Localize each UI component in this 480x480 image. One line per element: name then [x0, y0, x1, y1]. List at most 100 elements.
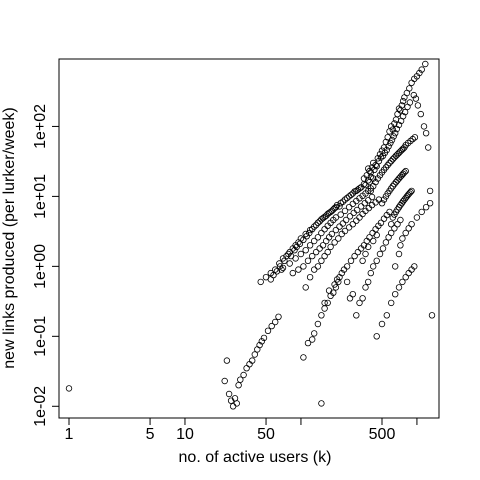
data-point [379, 245, 387, 252]
data-point [338, 269, 345, 277]
data-point [397, 216, 404, 224]
y-tick-label: 1e+00 [32, 244, 49, 289]
data-point [422, 60, 429, 68]
data-point [383, 146, 390, 154]
data-point [256, 341, 263, 349]
x-tick-label: 1 [65, 426, 74, 443]
data-point [295, 266, 302, 273]
data-point [386, 208, 393, 216]
data-point [365, 278, 372, 286]
data-point [406, 85, 413, 92]
data-point [339, 220, 347, 227]
data-point [418, 66, 425, 73]
data-point [324, 299, 331, 307]
data-point [248, 357, 256, 364]
data-point [225, 390, 233, 398]
data-point [342, 216, 350, 224]
data-point [318, 257, 325, 264]
data-point [346, 213, 354, 220]
x-tick-label: 10 [176, 426, 194, 443]
data-point [399, 278, 406, 286]
data-point [353, 217, 360, 224]
data-point [312, 221, 320, 229]
data-point [377, 154, 385, 161]
data-point [372, 178, 379, 186]
data-point [416, 69, 423, 77]
data-point [387, 139, 394, 147]
data-point [426, 199, 434, 207]
data-point [257, 278, 264, 286]
data-point [296, 240, 304, 247]
data-point [272, 318, 279, 326]
data-point [319, 242, 327, 249]
data-point [399, 97, 407, 105]
data-point [349, 220, 356, 228]
data-point [311, 237, 318, 245]
data-point [311, 330, 318, 337]
y-tick-label: 1e+02 [32, 104, 49, 149]
y-tick-label: 1e-02 [32, 386, 49, 427]
x-tick-label: 500 [369, 426, 396, 443]
data-point [394, 220, 401, 228]
data-point [297, 250, 305, 258]
data-point [300, 263, 307, 270]
data-point [318, 400, 325, 407]
data-point [309, 336, 316, 343]
data-point [300, 354, 307, 361]
data-point [337, 211, 344, 218]
data-point [65, 385, 73, 392]
data-point [397, 242, 404, 249]
data-point [289, 269, 296, 277]
data-point [356, 185, 363, 192]
data-point [411, 263, 418, 270]
data-point [391, 225, 398, 232]
data-point [302, 284, 309, 291]
data-point [399, 112, 407, 120]
data-point [377, 219, 385, 226]
data-point [349, 291, 356, 298]
data-point [372, 161, 379, 169]
data-point [331, 239, 338, 246]
data-point [304, 257, 312, 264]
data-point [354, 186, 362, 193]
data-point [237, 376, 244, 383]
data-point [268, 322, 275, 330]
data-point [347, 191, 355, 199]
data-point [370, 237, 377, 245]
data-point [373, 257, 380, 264]
data-point [380, 196, 388, 203]
data-point [402, 274, 409, 281]
data-point [370, 263, 377, 270]
data-point [339, 198, 347, 205]
data-point [401, 108, 409, 116]
data-point [221, 377, 228, 385]
data-point [389, 155, 396, 163]
data-point [332, 214, 340, 221]
data-point [374, 175, 381, 182]
data-point [314, 219, 322, 226]
data-point [314, 320, 322, 328]
data-point [328, 230, 336, 238]
data-point [422, 203, 430, 211]
data-point [365, 197, 372, 204]
data-point [324, 248, 331, 256]
data-point [365, 243, 372, 251]
data-point [418, 208, 425, 216]
data-point [302, 246, 309, 254]
data-point [275, 313, 282, 320]
y-axis-title: new links produced (per lurker/week) [1, 107, 18, 368]
data-point [343, 263, 351, 270]
data-point [276, 263, 284, 270]
data-point [341, 196, 349, 203]
data-point [306, 242, 314, 249]
data-point [408, 220, 415, 228]
data-point [414, 102, 422, 109]
data-point [318, 229, 325, 237]
data-point [373, 231, 380, 239]
data-point [336, 203, 343, 210]
data-point [402, 229, 409, 237]
data-point [398, 102, 405, 109]
data-point [407, 188, 414, 196]
x-axis-title: no. of active users (k) [179, 449, 332, 466]
